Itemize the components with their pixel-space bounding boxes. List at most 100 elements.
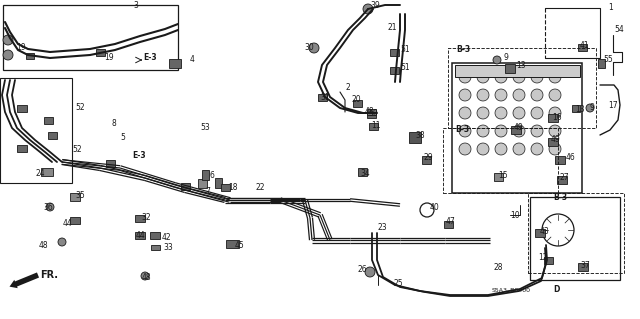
Text: 4: 4 — [190, 56, 195, 64]
Text: B-3: B-3 — [553, 194, 567, 203]
Text: 31: 31 — [320, 93, 330, 101]
Bar — [505, 63, 515, 72]
Circle shape — [459, 89, 471, 101]
Circle shape — [477, 143, 489, 155]
Circle shape — [495, 143, 507, 155]
Circle shape — [513, 89, 525, 101]
Circle shape — [363, 4, 373, 14]
Text: 38: 38 — [415, 130, 424, 139]
Bar — [443, 128, 558, 193]
Circle shape — [477, 71, 489, 83]
Bar — [221, 183, 230, 190]
Circle shape — [477, 89, 489, 101]
Bar — [0, 78, 72, 183]
Circle shape — [495, 71, 507, 83]
Circle shape — [477, 107, 489, 119]
Text: E-3: E-3 — [143, 53, 157, 62]
Text: 2: 2 — [345, 84, 349, 93]
Circle shape — [531, 107, 543, 119]
Circle shape — [365, 267, 375, 277]
Text: 55: 55 — [603, 56, 612, 64]
Circle shape — [531, 71, 543, 83]
Text: 49: 49 — [551, 136, 561, 145]
Bar — [548, 114, 558, 122]
Bar — [214, 178, 221, 188]
Text: B-3: B-3 — [455, 125, 469, 135]
Bar — [106, 160, 115, 167]
Bar — [572, 105, 580, 112]
Text: 47: 47 — [446, 218, 456, 226]
Circle shape — [477, 125, 489, 137]
Circle shape — [58, 238, 66, 246]
Bar — [135, 232, 145, 239]
Bar — [493, 173, 502, 181]
Circle shape — [542, 214, 574, 246]
Bar — [202, 170, 209, 180]
Text: FR.: FR. — [40, 270, 58, 280]
Bar — [180, 182, 189, 189]
Bar — [511, 126, 521, 134]
Circle shape — [549, 107, 561, 119]
Bar — [555, 156, 565, 164]
Text: 48: 48 — [39, 241, 49, 249]
Circle shape — [531, 143, 543, 155]
Circle shape — [309, 43, 319, 53]
Bar — [578, 263, 588, 271]
Bar — [367, 110, 376, 117]
Text: 11: 11 — [371, 121, 381, 130]
Circle shape — [495, 107, 507, 119]
Bar — [409, 131, 421, 143]
Text: 22: 22 — [255, 183, 264, 192]
Circle shape — [513, 71, 525, 83]
Text: 9: 9 — [590, 103, 595, 113]
FancyArrow shape — [10, 272, 39, 288]
Text: 13: 13 — [575, 106, 584, 115]
Text: 23: 23 — [378, 224, 388, 233]
Bar — [557, 176, 567, 184]
Text: 5: 5 — [120, 133, 125, 143]
Circle shape — [549, 125, 561, 137]
Text: 48: 48 — [365, 108, 374, 116]
Text: 8: 8 — [112, 120, 116, 129]
Text: 51: 51 — [400, 46, 410, 55]
Circle shape — [549, 89, 561, 101]
Bar — [369, 122, 378, 130]
Circle shape — [459, 107, 471, 119]
Text: 46: 46 — [566, 153, 576, 162]
Bar — [548, 138, 558, 146]
Text: 45: 45 — [235, 241, 244, 249]
Bar — [367, 109, 376, 115]
Text: D: D — [553, 286, 559, 294]
Bar — [452, 63, 582, 193]
Bar — [225, 240, 239, 248]
Text: 16: 16 — [552, 114, 562, 122]
Circle shape — [549, 71, 561, 83]
Text: 40: 40 — [430, 204, 440, 212]
Text: 15: 15 — [498, 170, 508, 180]
Text: 54: 54 — [614, 26, 624, 34]
Text: S5A3–B0400: S5A3–B0400 — [492, 287, 531, 293]
Text: 34: 34 — [360, 168, 370, 177]
Text: 20: 20 — [352, 95, 362, 105]
Bar — [530, 197, 620, 280]
Bar — [3, 5, 178, 70]
Bar — [198, 179, 207, 188]
Bar — [358, 168, 367, 176]
Text: E-3: E-3 — [132, 151, 146, 160]
Bar — [95, 48, 104, 56]
Text: 26: 26 — [357, 265, 367, 275]
Circle shape — [531, 89, 543, 101]
Bar — [169, 58, 181, 68]
Text: 18: 18 — [228, 182, 237, 191]
Text: 21: 21 — [388, 23, 397, 32]
Text: 44: 44 — [136, 232, 146, 241]
Text: 37: 37 — [580, 261, 589, 270]
Text: 32: 32 — [141, 213, 150, 222]
Bar — [353, 100, 362, 107]
Text: 1: 1 — [608, 4, 612, 12]
Circle shape — [549, 143, 561, 155]
Text: 52: 52 — [72, 145, 82, 154]
Bar — [150, 232, 160, 239]
Text: 19: 19 — [16, 43, 26, 53]
Text: 28: 28 — [493, 263, 502, 272]
